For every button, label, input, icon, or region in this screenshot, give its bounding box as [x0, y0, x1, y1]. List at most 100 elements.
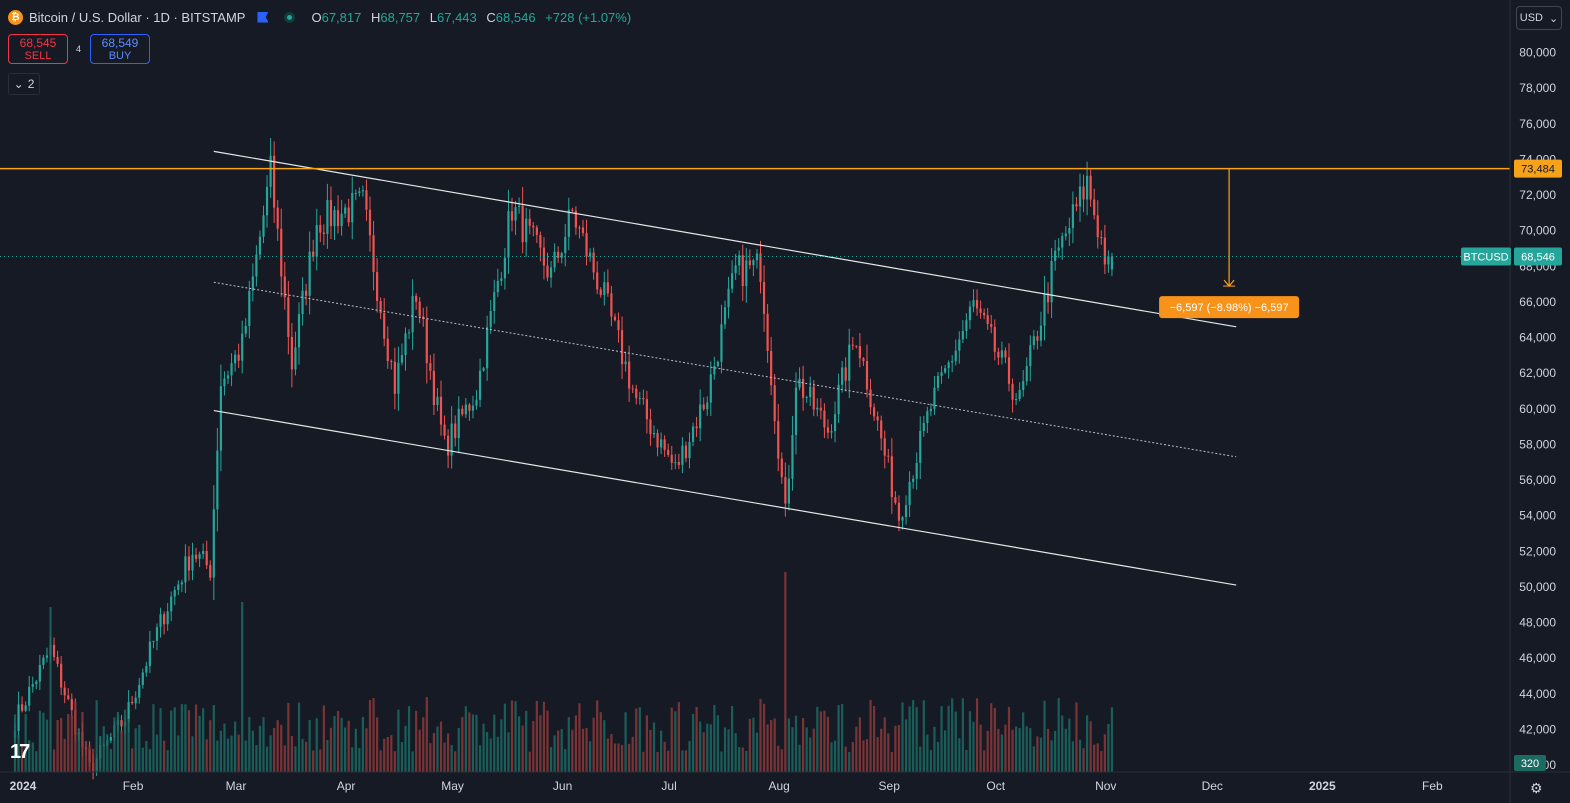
candle [191, 554, 194, 571]
drawings-layer[interactable]: −6,597 (−8.98%) −6,597 [0, 150, 1510, 586]
time-tick-label: Jun [553, 779, 572, 793]
candle [63, 687, 66, 696]
candle [145, 666, 148, 673]
flag-icon[interactable] [257, 11, 269, 23]
volume-bar [1004, 724, 1007, 772]
candle [933, 387, 936, 409]
volume-bar [943, 730, 947, 772]
last-price-label: 68,546 [1521, 252, 1555, 264]
volume-bar [720, 751, 723, 772]
candle [368, 209, 372, 236]
candle [1089, 175, 1092, 200]
candle [404, 333, 407, 356]
candle [1036, 336, 1039, 341]
candle [929, 408, 933, 412]
volume-bar [816, 706, 819, 772]
candle [1000, 350, 1004, 358]
volume-bar [468, 712, 471, 772]
gear-icon[interactable]: ⚙ [1530, 780, 1543, 796]
candle [446, 435, 450, 456]
candle [709, 374, 712, 403]
volume-bar [486, 732, 489, 772]
candle [983, 312, 986, 316]
volume-bar [336, 711, 340, 772]
volume-bar [588, 741, 592, 772]
candle [138, 684, 141, 698]
candle [762, 281, 766, 314]
candle [990, 323, 993, 327]
candle [667, 449, 670, 455]
volume-bar [134, 728, 137, 772]
symbol-tag-label: BTCUSD [1463, 252, 1508, 264]
candle [894, 497, 897, 503]
volume-bar [521, 725, 524, 772]
candle [177, 584, 180, 590]
candle [677, 462, 680, 465]
candles-layer [13, 138, 1114, 780]
candle [787, 478, 791, 504]
indicators-toggle[interactable]: ⌄ 2 [8, 73, 40, 95]
volume-bar [663, 741, 666, 772]
volume-bar [865, 739, 869, 772]
buy-button[interactable]: 68,549 BUY [90, 34, 150, 64]
candle [549, 267, 553, 278]
candle [915, 462, 918, 479]
candle [429, 363, 432, 371]
candle [631, 388, 634, 390]
price-tick-label: 62,000 [1519, 366, 1556, 380]
candle [816, 407, 819, 410]
candle [471, 405, 475, 411]
candle [148, 641, 152, 667]
candle [528, 218, 531, 226]
volume-bar [482, 723, 485, 772]
candle [354, 192, 357, 194]
volume-bar [415, 710, 418, 772]
candle [826, 427, 830, 433]
candle [812, 386, 815, 410]
volume-bar [187, 710, 191, 772]
symbol-title[interactable]: Bitcoin / U.S. Dollar · 1D · BITSTAMP [29, 9, 246, 25]
candle [1096, 215, 1099, 238]
volume-bar [954, 711, 957, 772]
volume-bar [755, 732, 759, 772]
candle [943, 368, 947, 373]
volume-bar [471, 714, 475, 772]
candle [194, 554, 198, 559]
candle [248, 290, 251, 326]
volume-bar [262, 717, 265, 772]
candle [706, 402, 709, 410]
volume-bar [578, 703, 581, 772]
volume-bar [773, 718, 776, 772]
sell-button[interactable]: 68,545 SELL [8, 34, 68, 64]
volume-bar [315, 718, 318, 772]
candle [713, 365, 716, 375]
candle [628, 361, 631, 389]
volume-bar [961, 698, 964, 772]
candle [539, 234, 542, 248]
volume-bar [372, 698, 375, 772]
volume-bar [734, 733, 737, 772]
volume-bar [748, 718, 751, 772]
volume-bar [329, 727, 333, 772]
candle [436, 396, 439, 405]
currency-select[interactable]: USD ⌄ [1516, 6, 1562, 30]
volume-bar [645, 715, 649, 772]
volume-bar [273, 727, 276, 772]
volume-bar [294, 746, 297, 772]
candle [581, 227, 585, 234]
volume-bar [855, 726, 858, 772]
volume-bar [162, 740, 166, 772]
candle [798, 378, 801, 388]
volume-bar [301, 738, 304, 772]
volume-bar [84, 741, 88, 772]
candle [880, 420, 883, 439]
candle [70, 698, 73, 711]
volume-bar [379, 750, 382, 772]
volume-bar [280, 724, 283, 772]
volume-bar [386, 737, 389, 772]
volume-bar [908, 706, 911, 772]
volume-bar [393, 751, 396, 772]
candle [851, 344, 854, 346]
volume-bar [1110, 707, 1114, 772]
